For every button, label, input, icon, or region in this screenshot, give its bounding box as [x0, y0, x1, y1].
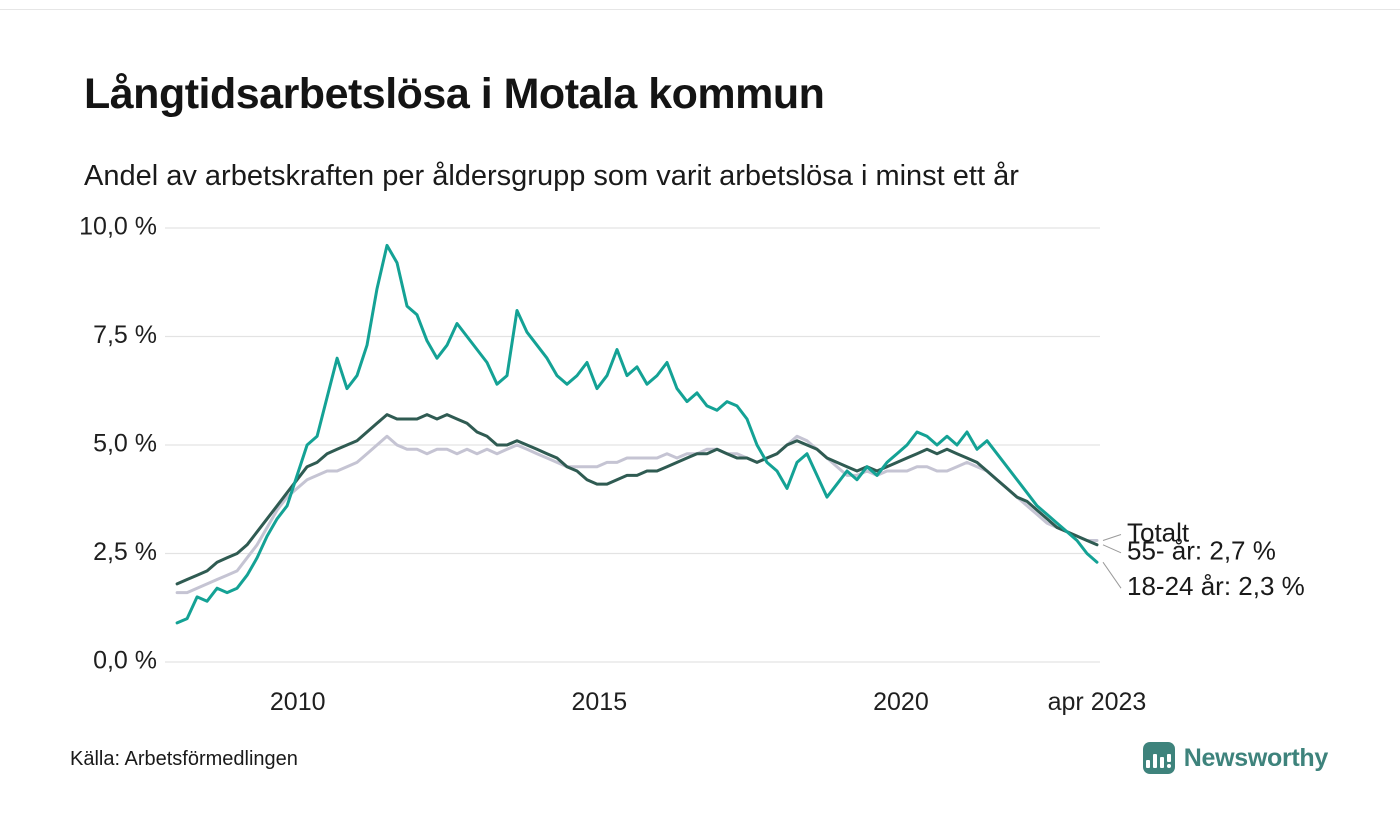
brand-name: Newsworthy [1183, 743, 1329, 772]
brand-logo: Newsworthy [1142, 742, 1329, 774]
y-axis-tick-label: 0,0 % [93, 647, 157, 675]
x-axis-tick-label: 2015 [572, 688, 628, 716]
annotation-label: 18-24 år: 2,3 % [1127, 571, 1305, 601]
annotation-leader-line [1102, 544, 1122, 554]
y-axis-tick-label: 5,0 % [93, 430, 157, 458]
y-axis-tick-label: 10,0 % [79, 213, 157, 241]
page-title: Långtidsarbetslösa i Motala kommun [84, 70, 825, 118]
series-line-55-r [175, 413, 1099, 586]
annotation-leader-line [1102, 561, 1122, 589]
annotation-label: Totalt [1127, 517, 1190, 547]
source-note: Källa: Arbetsförmedlingen [70, 748, 298, 770]
x-axis-tick-label: apr 2023 [1048, 688, 1147, 716]
newsworthy-barchart-icon [1142, 742, 1175, 774]
page-subtitle: Andel av arbetskraften per åldersgrupp s… [84, 160, 1019, 192]
annotation-leader-line [1102, 534, 1122, 541]
annotation-label: 55- år: 2,7 % [1127, 536, 1276, 566]
x-axis-tick-label: 2020 [873, 688, 929, 716]
y-axis-tick-label: 2,5 % [93, 538, 157, 566]
y-axis-tick-label: 7,5 % [93, 321, 157, 349]
top-divider [0, 9, 1400, 10]
x-axis-tick-label: 2010 [270, 688, 326, 716]
series-line-totalt [175, 434, 1099, 595]
series-line-18-24-r [175, 243, 1099, 625]
